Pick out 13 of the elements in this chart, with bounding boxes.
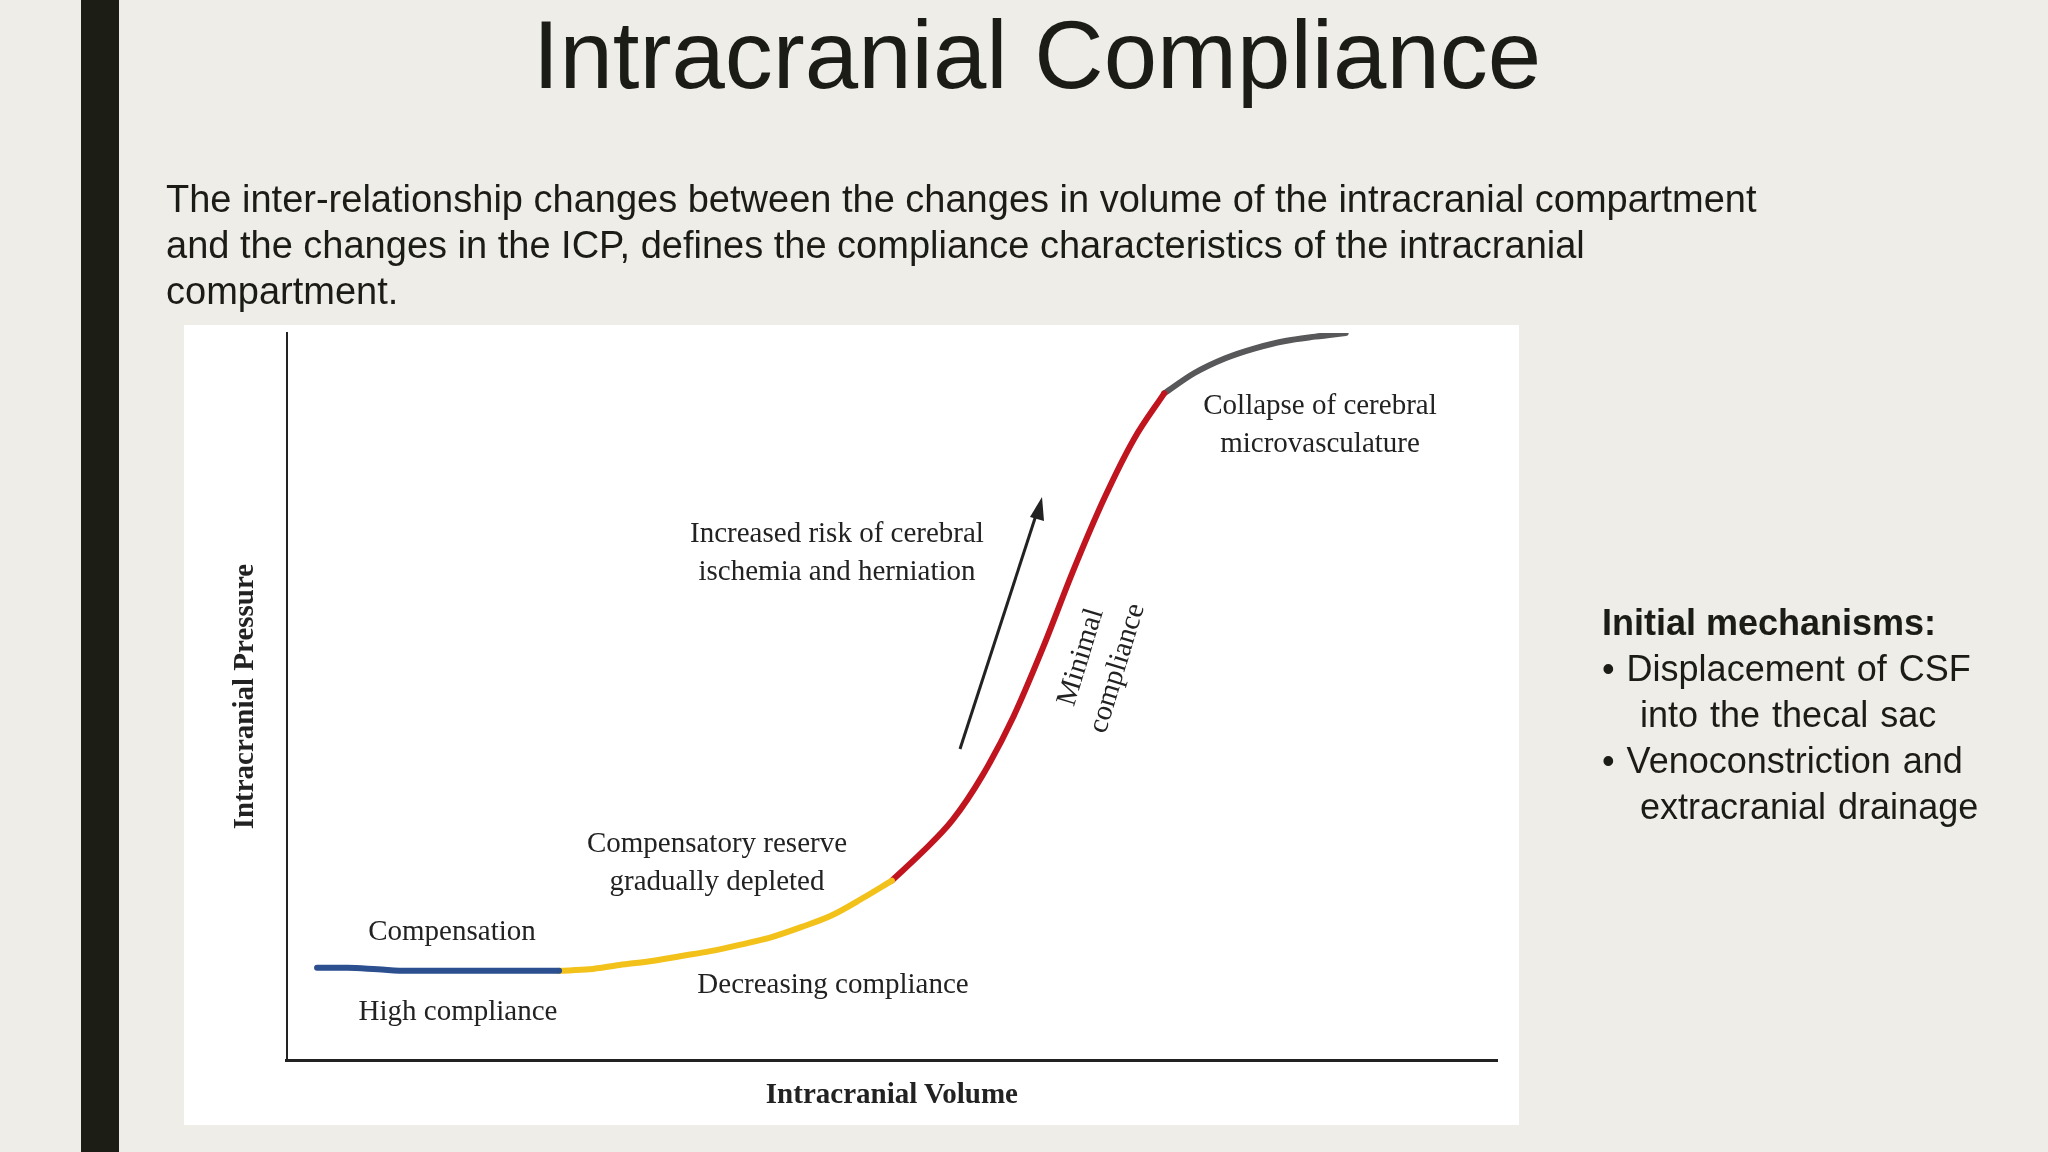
annotation: Compensation (367, 913, 537, 948)
text: • Displacement of CSF into the thecal sac (1602, 647, 1972, 737)
annotation: Collapse of cerebral microvasculature (1202, 387, 1438, 460)
text: • Venoconstriction and extracranial drainage (1602, 739, 1980, 829)
annotation: Compensatory reserve gradually depleted (585, 825, 849, 898)
annotation: Increased risk of cerebral ischemia and herniation (689, 515, 985, 588)
chart-subtitle: The inter-relationship changes between the changes in volume of the intracranial compartment and the changes in the ICP, defines the compliance characteristics of the intracranial compartment. (166, 177, 1758, 314)
annotation: Decreasing compliance (696, 966, 970, 1001)
x-axis-title: Intracranial Volume (765, 1077, 1019, 1110)
text: Initial mechanisms: (1602, 601, 1938, 645)
annotation: High compliance (357, 993, 559, 1028)
y-axis-title: Intracranial Pressure (226, 563, 259, 830)
chart-title: Intracranial Compliance (531, 0, 1543, 110)
